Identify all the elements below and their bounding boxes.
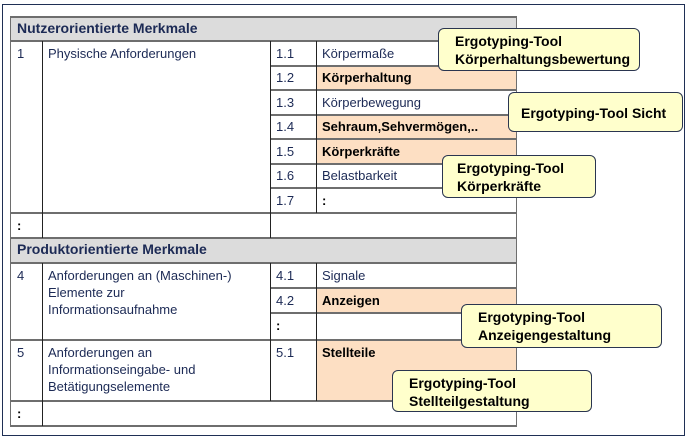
item-num: 1.5: [276, 144, 295, 159]
callout-koerperhaltung: Ergotyping-Tool Körperhaltungsbewertung: [438, 28, 640, 71]
rule: [270, 263, 271, 401]
callout-line: Körperhaltungsbewertung: [455, 51, 631, 67]
rule: [11, 262, 517, 264]
rule: [11, 425, 517, 427]
item-label: Belastbarkeit: [322, 168, 398, 183]
section-header-product: Produktorientierte Merkmale: [11, 238, 516, 263]
rule: [270, 163, 516, 165]
callout-sicht: Ergotyping-Tool Sicht: [508, 92, 683, 132]
row-label: Anforderungen an Informationseingabe- un…: [48, 345, 196, 394]
rule: [270, 89, 516, 91]
ellipsis-row: :: [17, 218, 22, 233]
callout-line: Körperkräfte: [457, 178, 542, 194]
item-label: :: [322, 193, 327, 208]
callout-line: Ergotyping-Tool: [455, 33, 563, 49]
rule: [316, 41, 317, 213]
item-num: 1.4: [276, 119, 295, 134]
row-label: Physische Anforderungen: [48, 46, 197, 61]
callout-line: Stellteilgestaltung: [409, 393, 530, 409]
callout-anzeigen: Ergotyping-Tool Anzeigengestaltung: [461, 304, 662, 348]
callout-line: Ergotyping-Tool: [457, 160, 565, 176]
callout-stellteile: Ergotyping-Tool Stellteilgestaltung: [392, 370, 592, 412]
callout-koerperkraefte: Ergotyping-Tool Körperkräfte: [442, 155, 596, 198]
rule: [270, 138, 516, 140]
rule: [316, 263, 317, 401]
rule: [516, 16, 517, 427]
item-num: 4.1: [276, 268, 295, 283]
ellipsis-row: :: [17, 406, 22, 421]
item-num: 1.1: [276, 46, 295, 61]
rule: [270, 114, 516, 116]
rule: [11, 400, 517, 402]
rule: [11, 339, 517, 341]
rule: [11, 237, 517, 239]
row-num: 4: [17, 268, 25, 283]
rule: [270, 41, 271, 238]
item-num: 1.3: [276, 95, 295, 110]
callout-line: Ergotyping-Tool Sicht: [521, 105, 667, 121]
rule: [11, 212, 517, 214]
rule: [270, 65, 516, 67]
rule: [42, 263, 43, 426]
rule: [10, 16, 11, 427]
row-num: 1: [17, 46, 25, 61]
callout-line: Ergotyping-Tool: [478, 309, 586, 325]
callout-line: Ergotyping-Tool: [409, 375, 517, 391]
item-num: 1.6: [276, 168, 295, 183]
row-label: Anforderungen an (Maschinen-) Elemente z…: [48, 268, 232, 317]
callout-line: Anzeigengestaltung: [478, 327, 612, 343]
item-num: 5.1: [276, 345, 295, 360]
rule: [42, 41, 43, 238]
rule: [270, 312, 516, 314]
item-label: Signale: [322, 268, 366, 283]
item-label-highlighted: Sehraum,Sehvermögen,..: [316, 114, 516, 139]
rule: [270, 287, 516, 289]
item-num: 4.2: [276, 293, 295, 308]
item-label: Körperbewegung: [322, 95, 422, 110]
item-label-highlighted: Körperkräfte: [316, 139, 516, 163]
item-num: :: [276, 318, 281, 333]
section-header-user: Nutzerorientierte Merkmale: [11, 17, 516, 41]
rule: [11, 16, 517, 18]
item-num: 1.7: [276, 193, 295, 208]
row-num: 5: [17, 345, 25, 360]
item-num: 1.2: [276, 70, 295, 85]
diagram-frame: [2, 4, 685, 436]
item-label: Körpermaße: [322, 46, 395, 61]
rule: [11, 40, 517, 42]
rule: [270, 187, 516, 189]
